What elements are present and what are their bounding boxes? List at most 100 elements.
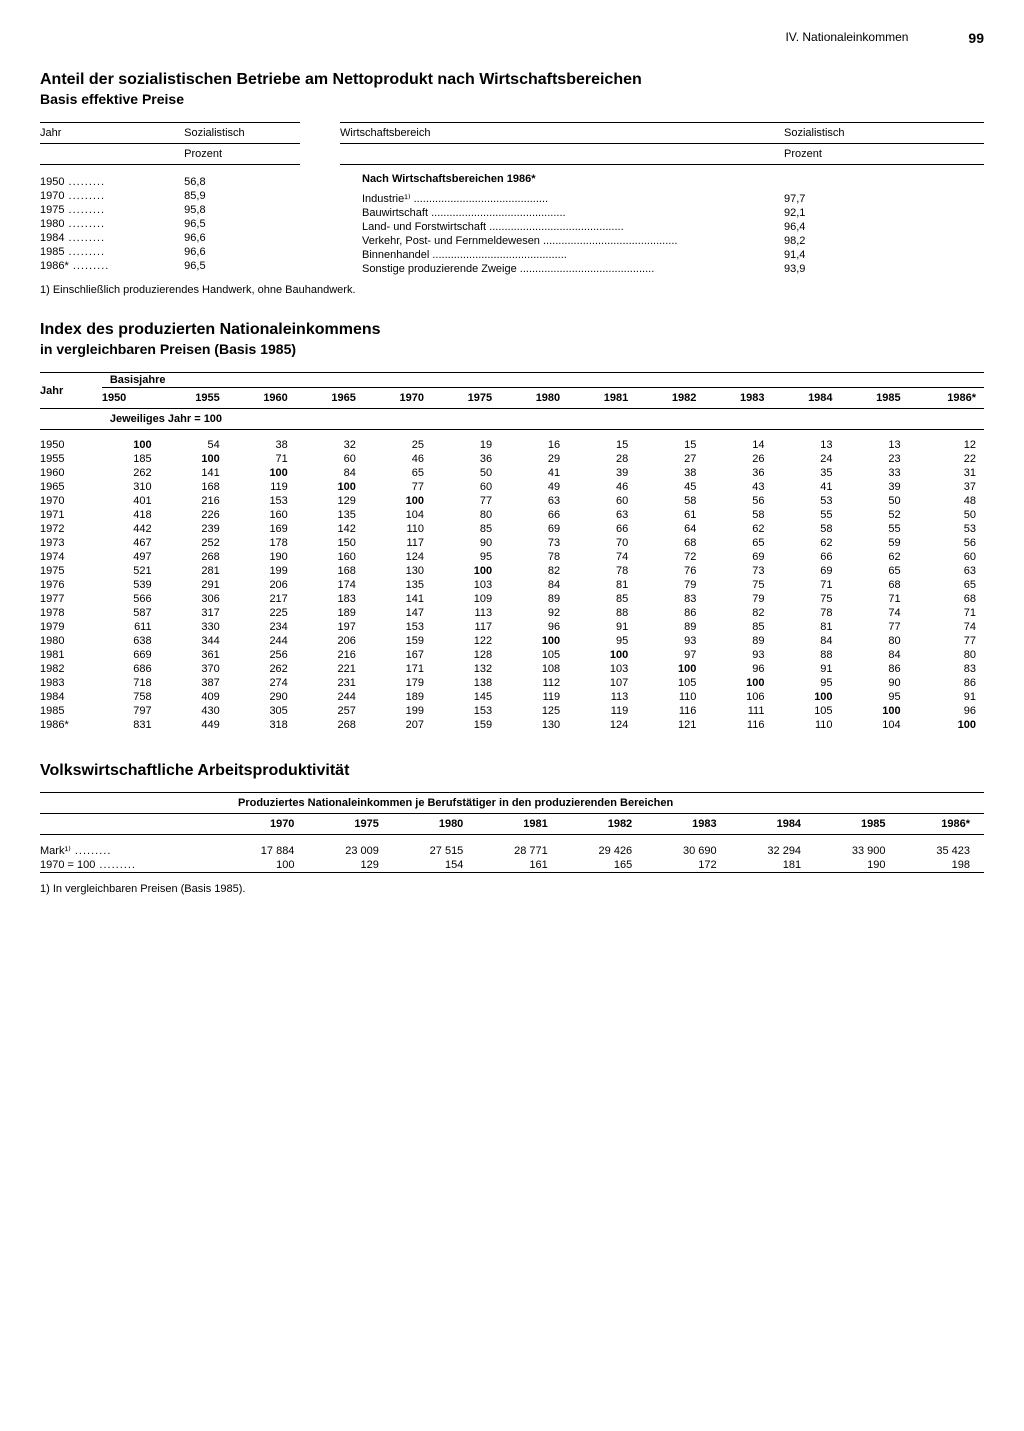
t2-cell: 100: [160, 452, 228, 466]
t1-subtitle: Basis effektive Preise: [40, 91, 984, 107]
t3-cell: 32 294: [731, 843, 815, 858]
t2-cell: 48: [909, 494, 984, 508]
t2-col: 1983: [704, 388, 772, 409]
t2-cell: 168: [160, 480, 228, 494]
t2-cell: 100: [432, 564, 500, 578]
t1-value: 95,8: [184, 203, 300, 217]
t2-col: 1970: [364, 388, 432, 409]
t2-cell: 83: [636, 592, 704, 606]
t2-cell: 66: [772, 550, 840, 564]
t2-cell: 90: [841, 676, 909, 690]
t1-year: 1970: [40, 189, 184, 203]
t2-col: 1960: [228, 388, 296, 409]
t2-cell: 78: [500, 550, 568, 564]
section-label: IV. Nationaleinkommen: [785, 30, 908, 46]
t2-cell: 831: [102, 718, 160, 732]
t3-col: 1982: [562, 814, 646, 835]
t3-cell: 29 426: [562, 843, 646, 858]
col-prozent: Prozent: [184, 144, 300, 165]
t2-cell: 15: [636, 438, 704, 452]
t2-col-basis: Basisjahre: [102, 373, 984, 388]
t2-cell: 197: [296, 620, 364, 634]
t2-year: 1976: [40, 578, 102, 592]
t3-cell: 190: [815, 858, 899, 873]
t2-cell: 105: [636, 676, 704, 690]
t2-cell: 65: [364, 466, 432, 480]
table1: JahrSozialistisch Prozent 195056,8197085…: [40, 122, 984, 276]
t2-cell: 60: [296, 452, 364, 466]
t1-sector: Sonstige produzierende Zweige: [340, 262, 784, 276]
t2-cell: 124: [568, 718, 636, 732]
t2-cell: 72: [636, 550, 704, 564]
t2-cell: 130: [364, 564, 432, 578]
t2-cell: 50: [432, 466, 500, 480]
t3-cell: 27 515: [393, 843, 477, 858]
page-number: 99: [968, 30, 984, 46]
t2-cell: 85: [704, 620, 772, 634]
t2-cell: 758: [102, 690, 160, 704]
t2-cell: 96: [909, 704, 984, 718]
t3-row-label: Mark¹⁾: [40, 843, 224, 858]
t2-cell: 497: [102, 550, 160, 564]
t2-sublabel: Jeweiliges Jahr = 100: [102, 409, 984, 430]
t1-value: 96,5: [184, 259, 300, 273]
t2-cell: 71: [909, 606, 984, 620]
t2-cell: 217: [228, 592, 296, 606]
t2-cell: 86: [636, 606, 704, 620]
t2-cell: 117: [364, 536, 432, 550]
t2-cell: 65: [841, 564, 909, 578]
t2-cell: 63: [909, 564, 984, 578]
t2-cell: 61: [636, 508, 704, 522]
t2-cell: 79: [636, 578, 704, 592]
t2-cell: 84: [841, 648, 909, 662]
t3-col: 1975: [308, 814, 392, 835]
t2-cell: 60: [909, 550, 984, 564]
t2-cell: 539: [102, 578, 160, 592]
t2-col: 1984: [772, 388, 840, 409]
t2-cell: 130: [500, 718, 568, 732]
t1-year: 1975: [40, 203, 184, 217]
t2-cell: 256: [228, 648, 296, 662]
t2-cell: 189: [296, 606, 364, 620]
t1-right-heading: Nach Wirtschaftsbereichen 1986*: [340, 165, 984, 192]
t2-cell: 69: [772, 564, 840, 578]
t3-col: 1981: [477, 814, 561, 835]
t2-year: 1984: [40, 690, 102, 704]
t2-cell: 69: [704, 550, 772, 564]
t2-cell: 206: [296, 634, 364, 648]
t2-cell: 344: [160, 634, 228, 648]
t3-col: 1984: [731, 814, 815, 835]
t2-cell: 85: [432, 522, 500, 536]
t2-year: 1980: [40, 634, 102, 648]
t2-cell: 216: [160, 494, 228, 508]
t2-year: 1955: [40, 452, 102, 466]
t2-cell: 49: [500, 480, 568, 494]
t3-cell: 23 009: [308, 843, 392, 858]
t2-cell: 39: [568, 466, 636, 480]
t2-cell: 318: [228, 718, 296, 732]
t3-cell: 161: [477, 858, 561, 873]
t2-cell: 28: [568, 452, 636, 466]
t2-cell: 62: [772, 536, 840, 550]
t1-year: 1985: [40, 245, 184, 259]
t2-cell: 153: [228, 494, 296, 508]
t2-cell: 132: [432, 662, 500, 676]
t2-cell: 122: [432, 634, 500, 648]
t2-cell: 160: [228, 508, 296, 522]
t2-cell: 97: [636, 648, 704, 662]
t2-cell: 76: [636, 564, 704, 578]
t2-cell: 37: [909, 480, 984, 494]
t1-sector-value: 92,1: [784, 206, 984, 220]
t3-cell: 154: [393, 858, 477, 873]
t2-cell: 38: [228, 438, 296, 452]
t2-cell: 63: [568, 508, 636, 522]
t2-cell: 77: [909, 634, 984, 648]
t2-cell: 65: [909, 578, 984, 592]
t2-cell: 95: [841, 690, 909, 704]
t2-col: 1985: [841, 388, 909, 409]
t3-col: 1980: [393, 814, 477, 835]
t2-cell: 74: [568, 550, 636, 564]
t1-sector: Binnenhandel: [340, 248, 784, 262]
t1-sector: Bauwirtschaft: [340, 206, 784, 220]
t2-cell: 116: [636, 704, 704, 718]
